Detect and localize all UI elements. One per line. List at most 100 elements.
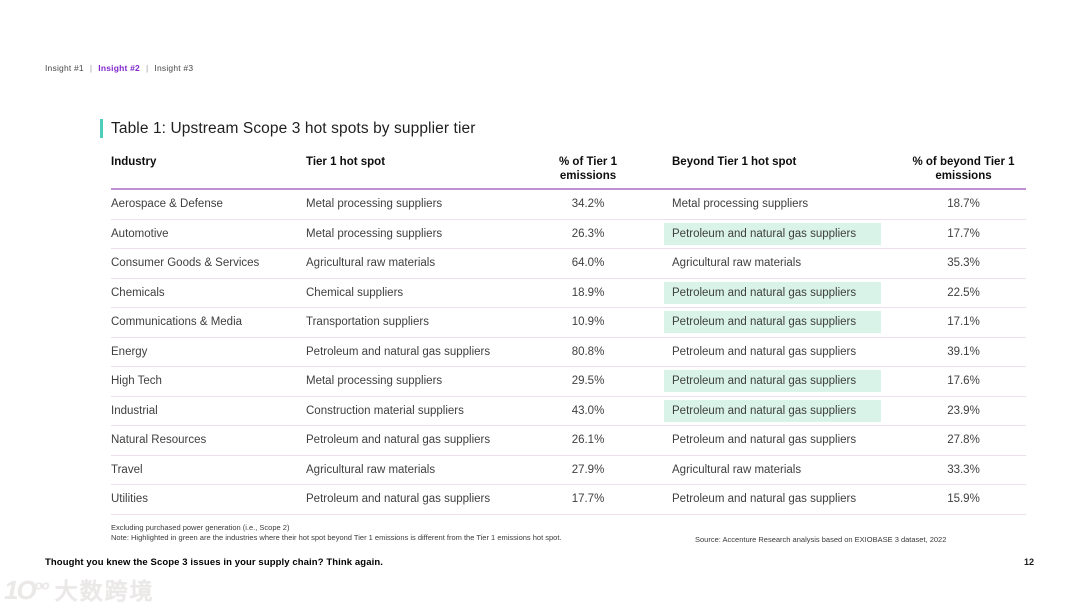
beyond-tier1-value: Petroleum and natural gas suppliers bbox=[664, 399, 881, 422]
beyond-tier1-cell: Metal processing suppliers bbox=[664, 193, 881, 215]
industry-cell: Natural Resources bbox=[111, 434, 207, 447]
table-row: Communications & Media Transportation su… bbox=[111, 308, 1026, 338]
tier1-hotspot-cell: Metal processing suppliers bbox=[306, 227, 443, 240]
beyond-tier1-value: Petroleum and natural gas suppliers bbox=[664, 281, 881, 304]
beyond-tier1-cell: Petroleum and natural gas suppliers bbox=[664, 281, 881, 304]
table-body: Aerospace & Defense Metal processing sup… bbox=[111, 190, 1026, 515]
table-row: Industrial Construction material supplie… bbox=[111, 397, 1026, 426]
beyond-tier1-cell: Agricultural raw materials bbox=[664, 459, 881, 481]
pct-beyond-tier1-cell: 23.9% bbox=[947, 404, 980, 417]
industry-cell: High Tech bbox=[111, 375, 162, 388]
beyond-tier1-value: Petroleum and natural gas suppliers bbox=[664, 222, 881, 245]
nav-separator: | bbox=[145, 63, 149, 73]
tier1-hotspot-cell: Petroleum and natural gas suppliers bbox=[306, 434, 491, 447]
industry-cell: Automotive bbox=[111, 227, 169, 240]
beyond-tier1-value: Petroleum and natural gas suppliers bbox=[672, 345, 857, 358]
col-header-tier1-hotspot: Tier 1 hot spot bbox=[306, 156, 386, 168]
beyond-tier1-value: Petroleum and natural gas suppliers bbox=[672, 434, 857, 447]
beyond-tier1-cell: Petroleum and natural gas suppliers bbox=[664, 370, 881, 393]
tier1-hotspot-cell: Petroleum and natural gas suppliers bbox=[306, 493, 491, 506]
industry-cell: Energy bbox=[111, 345, 148, 358]
col-header-pct-tier1: % of Tier 1 emissions bbox=[559, 156, 617, 183]
col-header-pct-beyond-tier1: % of beyond Tier 1 emissions bbox=[912, 156, 1015, 183]
pct-beyond-tier1-cell: 18.7% bbox=[947, 198, 980, 211]
beyond-tier1-value: Petroleum and natural gas suppliers bbox=[664, 311, 881, 334]
pct-tier1-cell: 29.5% bbox=[571, 375, 605, 388]
nav-item-insight-2[interactable]: Insight #2 bbox=[98, 63, 140, 73]
table-header-row: Industry Tier 1 hot spot % of Tier 1 emi… bbox=[111, 152, 1026, 190]
pct-beyond-tier1-cell: 17.1% bbox=[947, 316, 980, 329]
tier1-hotspot-cell: Transportation suppliers bbox=[306, 316, 429, 329]
page-number: 12 bbox=[1023, 557, 1034, 567]
beyond-tier1-cell: Agricultural raw materials bbox=[664, 252, 881, 274]
beyond-tier1-cell: Petroleum and natural gas suppliers bbox=[664, 341, 881, 363]
pct-tier1-cell: 26.3% bbox=[571, 227, 605, 240]
table-row: Natural Resources Petroleum and natural … bbox=[111, 426, 1026, 456]
pct-tier1-cell: 18.9% bbox=[571, 286, 605, 299]
pct-beyond-tier1-cell: 35.3% bbox=[947, 257, 980, 270]
beyond-tier1-cell: Petroleum and natural gas suppliers bbox=[664, 429, 881, 451]
tier1-hotspot-cell: Metal processing suppliers bbox=[306, 375, 443, 388]
industry-cell: Travel bbox=[111, 463, 143, 476]
watermark-logo-icon: 1Ooo bbox=[4, 575, 50, 605]
col-header-industry: Industry bbox=[111, 156, 157, 168]
pct-beyond-tier1-cell: 15.9% bbox=[947, 493, 980, 506]
nav-item-insight-1[interactable]: Insight #1 bbox=[45, 63, 84, 73]
col-header-beyond-tier1-hotspot: Beyond Tier 1 hot spot bbox=[672, 156, 797, 168]
pct-tier1-cell: 27.9% bbox=[571, 463, 605, 476]
nav-separator: | bbox=[89, 63, 93, 73]
pct-tier1-cell: 17.7% bbox=[571, 493, 605, 506]
pct-beyond-tier1-cell: 39.1% bbox=[947, 345, 980, 358]
nav-item-insight-3[interactable]: Insight #3 bbox=[154, 63, 194, 73]
pct-beyond-tier1-cell: 22.5% bbox=[947, 286, 980, 299]
table-row: High Tech Metal processing suppliers 29.… bbox=[111, 367, 1026, 397]
table-row: Automotive Metal processing suppliers 26… bbox=[111, 220, 1026, 249]
beyond-tier1-cell: Petroleum and natural gas suppliers bbox=[664, 222, 881, 245]
scope3-hotspots-table: Industry Tier 1 hot spot % of Tier 1 emi… bbox=[111, 152, 1026, 515]
tier1-hotspot-cell: Agricultural raw materials bbox=[306, 257, 436, 270]
page-title: Table 1: Upstream Scope 3 hot spots by s… bbox=[111, 119, 476, 137]
table-title-block: Table 1: Upstream Scope 3 hot spots by s… bbox=[100, 119, 475, 138]
tier1-hotspot-cell: Petroleum and natural gas suppliers bbox=[306, 345, 491, 358]
pct-tier1-cell: 34.2% bbox=[571, 198, 605, 211]
tier1-hotspot-cell: Agricultural raw materials bbox=[306, 463, 436, 476]
footnote-highlight-note: Note: Highlighted in green are the indus… bbox=[111, 533, 562, 543]
beyond-tier1-value: Agricultural raw materials bbox=[672, 257, 802, 270]
pct-beyond-tier1-cell: 33.3% bbox=[947, 463, 980, 476]
pct-beyond-tier1-cell: 17.7% bbox=[947, 227, 980, 240]
table-row: Utilities Petroleum and natural gas supp… bbox=[111, 485, 1026, 515]
beyond-tier1-value: Metal processing suppliers bbox=[672, 198, 809, 211]
insight-nav: Insight #1 | Insight #2 | Insight #3 bbox=[45, 63, 193, 73]
industry-cell: Utilities bbox=[111, 493, 149, 506]
pct-beyond-tier1-cell: 27.8% bbox=[947, 434, 980, 447]
footer-tagline: Thought you knew the Scope 3 issues in y… bbox=[45, 557, 383, 568]
industry-cell: Industrial bbox=[111, 404, 158, 417]
table-row: Chemicals Chemical suppliers 18.9% Petro… bbox=[111, 279, 1026, 308]
industry-cell: Aerospace & Defense bbox=[111, 198, 223, 211]
beyond-tier1-cell: Petroleum and natural gas suppliers bbox=[664, 399, 881, 422]
beyond-tier1-value: Petroleum and natural gas suppliers bbox=[664, 370, 881, 393]
table-row: Aerospace & Defense Metal processing sup… bbox=[111, 190, 1026, 220]
table-row: Consumer Goods & Services Agricultural r… bbox=[111, 249, 1026, 279]
table-row: Energy Petroleum and natural gas supplie… bbox=[111, 338, 1026, 367]
industry-cell: Chemicals bbox=[111, 286, 165, 299]
pct-tier1-cell: 10.9% bbox=[571, 316, 605, 329]
pct-tier1-cell: 26.1% bbox=[571, 434, 605, 447]
tier1-hotspot-cell: Chemical suppliers bbox=[306, 286, 404, 299]
industry-cell: Communications & Media bbox=[111, 316, 243, 329]
pct-tier1-cell: 43.0% bbox=[571, 404, 605, 417]
watermark-logo-text: 大数跨境 bbox=[54, 578, 155, 604]
tier1-hotspot-cell: Metal processing suppliers bbox=[306, 198, 443, 211]
tier1-hotspot-cell: Construction material suppliers bbox=[306, 404, 464, 417]
beyond-tier1-cell: Petroleum and natural gas suppliers bbox=[664, 488, 881, 510]
pct-beyond-tier1-cell: 17.6% bbox=[947, 375, 980, 388]
watermark: 1Ooo 大数跨境 bbox=[4, 572, 155, 606]
pct-tier1-cell: 64.0% bbox=[571, 257, 605, 270]
footnotes: Excluding purchased power generation (i.… bbox=[111, 523, 562, 543]
beyond-tier1-value: Agricultural raw materials bbox=[672, 463, 802, 476]
industry-cell: Consumer Goods & Services bbox=[111, 257, 260, 270]
footnote-scope2: Excluding purchased power generation (i.… bbox=[111, 523, 290, 532]
beyond-tier1-value: Petroleum and natural gas suppliers bbox=[672, 493, 857, 506]
pct-tier1-cell: 80.8% bbox=[571, 345, 605, 358]
